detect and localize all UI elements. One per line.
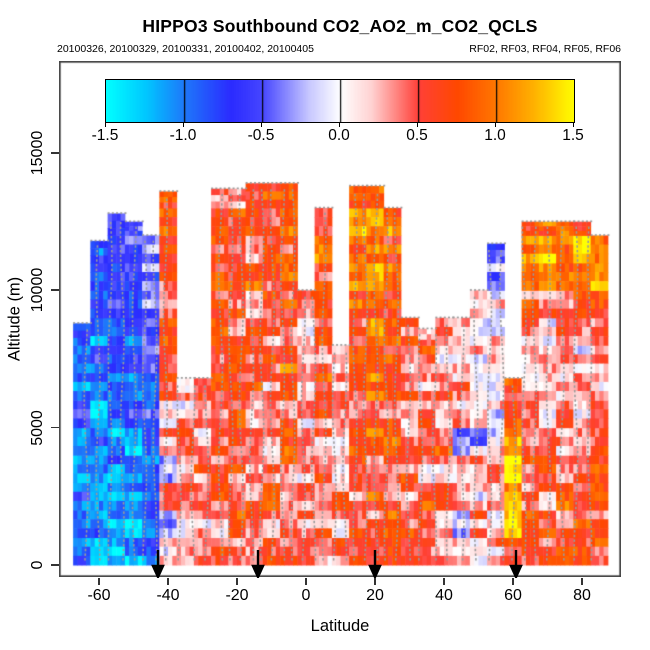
y-axis-title: Altitude (m) <box>5 276 24 362</box>
page-title: HIPPO3 Southbound CO2_AO2_m_CO2_QCLS <box>142 16 538 36</box>
x-axis-tick <box>236 578 238 585</box>
y-tick-label: 10000 <box>29 268 46 313</box>
y-tick-label: 15000 <box>29 130 46 176</box>
flight-marker-arrow <box>508 550 524 583</box>
x-tick-label: 20 <box>366 587 384 604</box>
x-axis-tick <box>443 578 445 585</box>
x-axis-tick <box>305 578 307 585</box>
x-axis-tick <box>374 578 376 585</box>
x-tick-label: 40 <box>435 587 453 604</box>
x-tick-label: 0 <box>301 587 311 604</box>
y-axis-tick <box>51 426 59 429</box>
x-axis-tick <box>512 578 514 585</box>
x-tick-label: -20 <box>225 587 249 604</box>
subtitle-flights: RF02, RF03, RF04, RF05, RF06 <box>469 43 621 55</box>
y-axis-tick <box>51 564 59 566</box>
x-axis-title: Latitude <box>310 617 370 635</box>
flight-marker-arrow <box>150 550 166 583</box>
flight-marker-arrow <box>367 550 383 583</box>
plot-area <box>59 61 621 577</box>
y-tick-label: 5000 <box>29 409 46 446</box>
y-axis-tick <box>51 152 59 154</box>
heatmap-canvas <box>59 61 621 577</box>
y-axis-tick <box>51 289 59 292</box>
x-axis-tick <box>167 578 169 585</box>
x-tick-label: 80 <box>573 587 591 604</box>
subtitle-dates: 20100326, 20100329, 20100331, 20100402, … <box>57 43 314 55</box>
y-tick-label: 0 <box>29 560 46 570</box>
flight-marker-arrow <box>250 550 266 583</box>
x-axis-tick <box>581 578 583 585</box>
x-tick-label: -40 <box>156 587 180 604</box>
x-tick-label: 60 <box>504 587 522 604</box>
x-axis-tick <box>98 578 100 585</box>
x-tick-label: -60 <box>87 587 111 604</box>
